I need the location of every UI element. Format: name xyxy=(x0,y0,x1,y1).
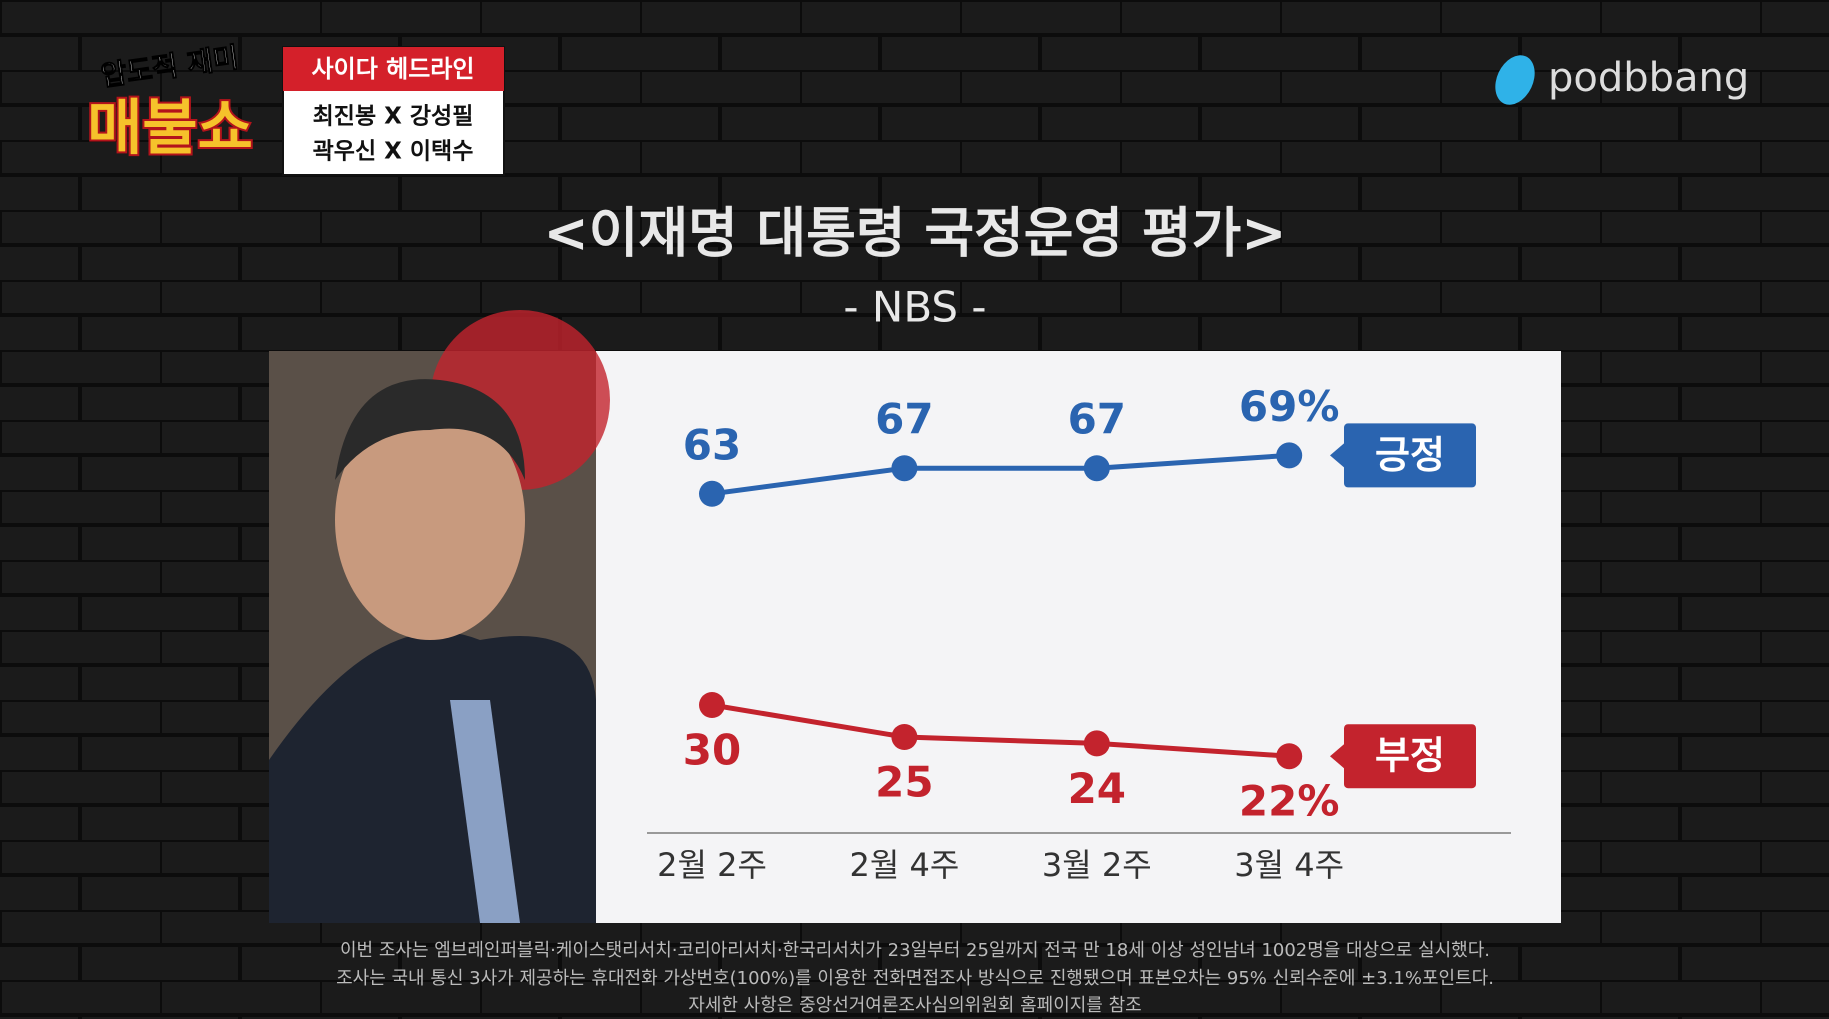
x-tick-label: 2월 2주 xyxy=(657,846,767,884)
data-point xyxy=(699,480,725,507)
brand-name: podbbang xyxy=(1548,55,1749,101)
legend-pointer xyxy=(1330,744,1344,769)
data-label: 67 xyxy=(1068,395,1126,444)
chart-title: <이재명 대통령 국정운영 평가> xyxy=(543,202,1286,265)
data-label: 63 xyxy=(683,420,741,469)
headline-label: 사이다 헤드라인 xyxy=(312,55,475,83)
data-label: 25 xyxy=(875,758,933,807)
data-label: 22% xyxy=(1239,777,1340,826)
data-point xyxy=(891,724,918,750)
legend-box xyxy=(1344,724,1476,789)
series-line xyxy=(711,702,1290,759)
data-point xyxy=(699,692,725,718)
photo xyxy=(269,310,610,923)
headline-label-bg xyxy=(283,47,504,91)
data-point xyxy=(1083,455,1110,482)
footnote: 자세한 사항은 중앙선거여론조사심의위원회 홈페이지를 참조 xyxy=(688,995,1141,1016)
data-point xyxy=(1083,730,1110,757)
plot: 2월 2주 2월 4주 3월 2주 3월 4주 63 67 67 69% 긍정 30 25 24 22%… xyxy=(647,382,1511,884)
footnote: 조사는 국내 통신 3사가 제공하는 휴대전화 가상번호(100%)를 이용한 … xyxy=(336,968,1494,989)
series-line xyxy=(711,452,1290,497)
data-point xyxy=(1276,743,1303,770)
data-label: 69% xyxy=(1239,382,1340,431)
legend-label: 긍정 xyxy=(1375,433,1445,477)
x-tick-label: 3월 2주 xyxy=(1042,846,1152,884)
x-tick-label: 3월 4주 xyxy=(1234,846,1344,884)
data-label: 24 xyxy=(1068,764,1126,813)
panel-line: 최진봉 X 강성필 xyxy=(313,104,474,130)
panel-line: 곽우신 X 이택수 xyxy=(313,139,474,165)
brand-icon xyxy=(1495,55,1535,105)
data-point xyxy=(1276,442,1303,469)
data-point xyxy=(891,455,918,482)
data-label: 67 xyxy=(875,395,933,444)
show-logo: 압도적 재미 매불쇼 xyxy=(85,40,255,166)
data-label: 30 xyxy=(683,726,741,775)
legend-pointer xyxy=(1330,443,1344,468)
x-tick-label: 2월 4주 xyxy=(850,846,960,884)
footnote: 이번 조사는 엠브레인퍼블릭·케이스탯리서치·코리아리서치·한국리서치가 23일… xyxy=(340,940,1490,961)
show-name: 매불쇼 xyxy=(87,94,253,164)
chart-subtitle: - NBS - xyxy=(843,283,986,332)
legend-label: 부정 xyxy=(1375,734,1445,778)
legend-box xyxy=(1344,423,1476,488)
